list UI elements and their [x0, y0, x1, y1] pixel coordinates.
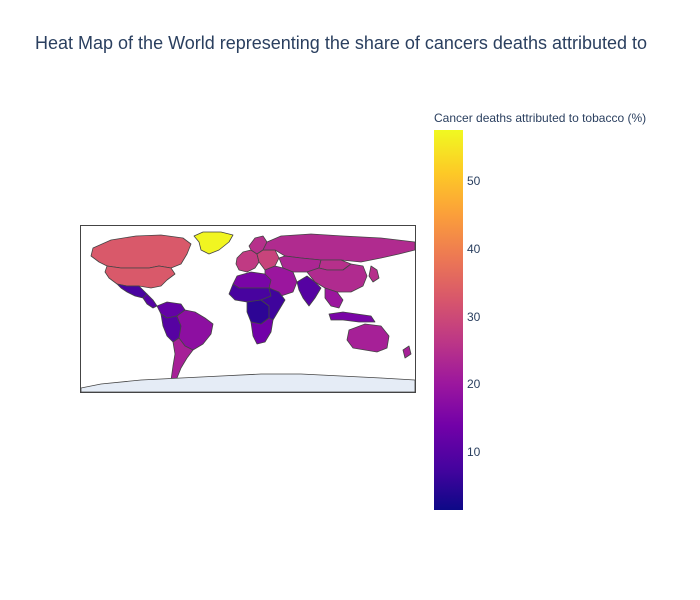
region-southern-africa[interactable]	[250, 317, 274, 345]
region-argentina-chile[interactable]	[170, 337, 194, 381]
region-united-states[interactable]	[104, 265, 176, 289]
antarctica	[81, 373, 415, 392]
region-indonesia[interactable]	[328, 311, 376, 323]
region-north-africa[interactable]	[232, 271, 272, 289]
colorbar-tick-label: 30	[467, 309, 481, 324]
region-canada[interactable]	[90, 234, 192, 269]
region-australia[interactable]	[346, 323, 390, 353]
map-title: Heat Map of the World representing the s…	[35, 33, 648, 53]
region-western-europe[interactable]	[235, 249, 260, 273]
colorbar-tick-label: 40	[467, 241, 481, 256]
region-southeast-asia[interactable]	[324, 287, 344, 309]
colorbar-title: Cancer deaths attributed to tobacco (%)	[434, 111, 647, 125]
region-russia[interactable]	[262, 233, 415, 263]
region-india[interactable]	[296, 275, 322, 307]
region-central-america[interactable]	[142, 293, 158, 309]
region-new-zealand[interactable]	[402, 345, 412, 359]
world-map[interactable]	[80, 225, 416, 393]
region-japan-korea[interactable]	[368, 265, 380, 283]
colorbar-tick-label: 10	[467, 445, 481, 460]
region-greenland[interactable]	[193, 231, 234, 255]
colorbar-tick-label: 50	[467, 173, 481, 188]
colorbar	[434, 130, 463, 510]
colorbar-tick-label: 20	[467, 377, 481, 392]
region-brazil[interactable]	[176, 309, 214, 351]
